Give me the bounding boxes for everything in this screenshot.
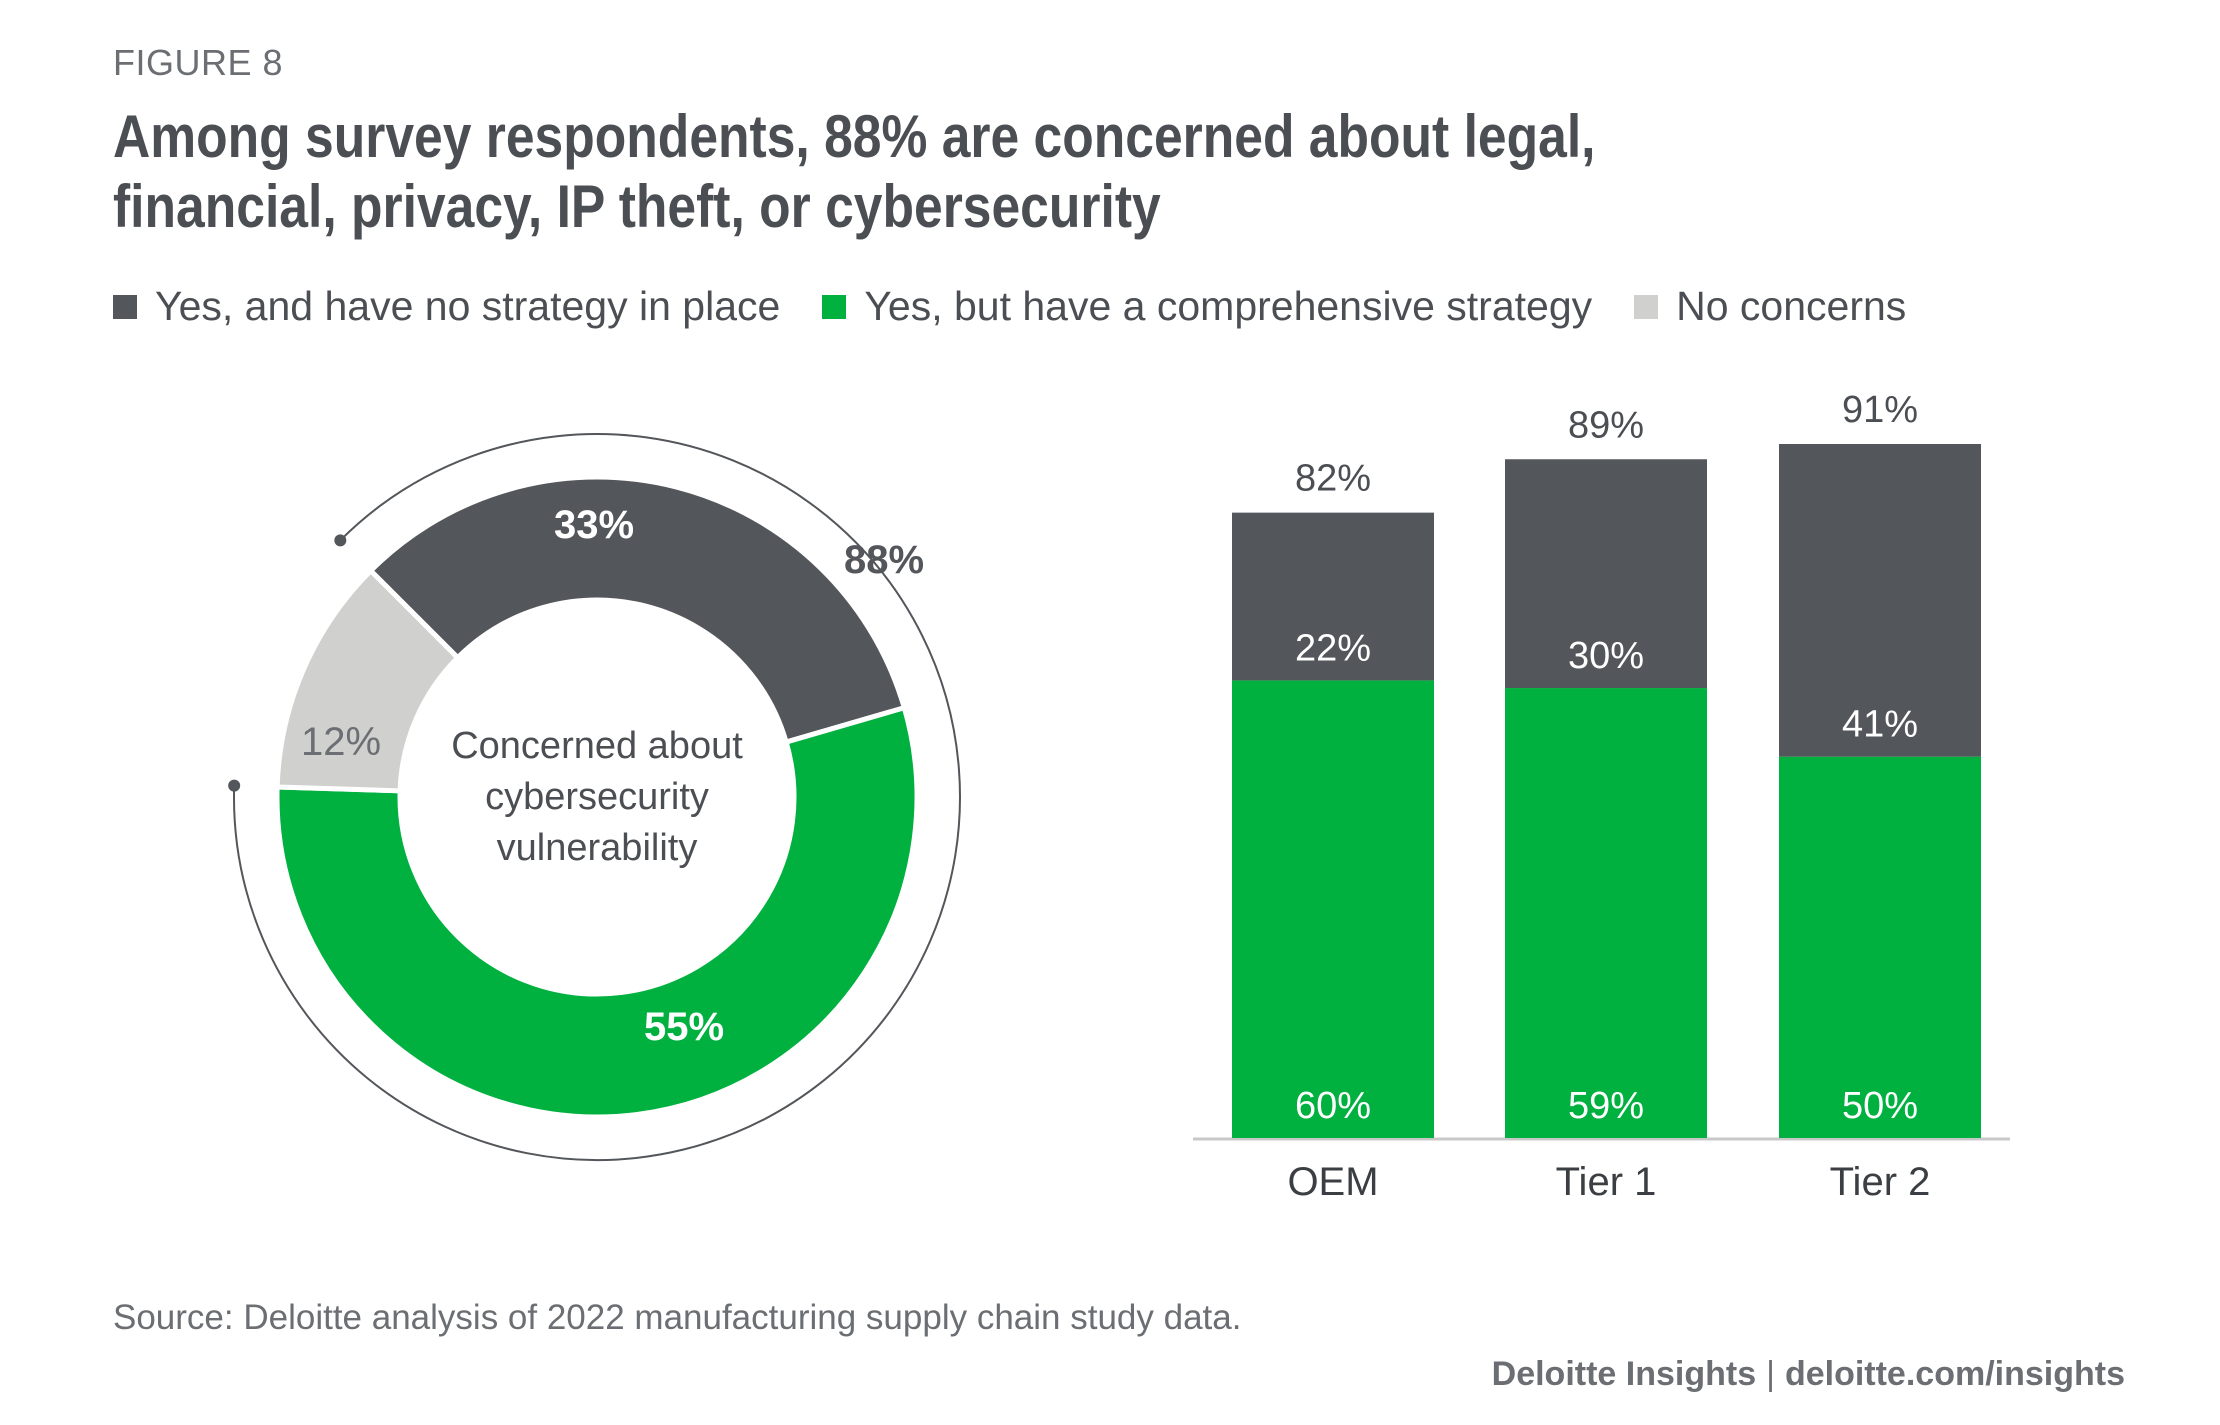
bar-total-label-tier-2: 91% bbox=[1842, 389, 1918, 431]
bar-no-strategy-tier-1 bbox=[1505, 459, 1707, 689]
donut-center-label: Concerned about cybersecurity vulnerabilit… bbox=[451, 725, 743, 869]
bar-total-label-tier-1: 89% bbox=[1568, 404, 1644, 446]
credit: Deloitte Insights | deloitte.com/insights bbox=[1492, 1355, 2125, 1394]
concerned-total-label: 88% bbox=[844, 538, 924, 582]
bar-label-no-strategy-oem: 22% bbox=[1295, 627, 1371, 669]
category-label-tier-2: Tier 2 bbox=[1830, 1160, 1931, 1204]
bar-label-comprehensive-tier-1: 59% bbox=[1568, 1085, 1644, 1127]
donut-slice-label-no-concerns: 12% bbox=[301, 720, 381, 764]
bar-no-strategy-tier-2 bbox=[1779, 444, 1981, 757]
figure-label: FIGURE 8 bbox=[113, 42, 284, 83]
legend-label-comprehensive-strategy: Yes, but have a comprehensive strategy bbox=[864, 283, 1593, 329]
credit-url: deloitte.com/insights bbox=[1784, 1355, 2125, 1393]
category-label-tier-1: Tier 1 bbox=[1556, 1160, 1657, 1204]
bar-label-comprehensive-oem: 60% bbox=[1295, 1085, 1371, 1127]
legend-item-no-strategy: Yes, and have no strategy in place bbox=[113, 283, 780, 330]
bracket-end-dot-start bbox=[334, 534, 347, 547]
bar-label-comprehensive-tier-2: 50% bbox=[1842, 1085, 1918, 1127]
chart-title: Among survey respondents, 88% are concer… bbox=[113, 103, 1596, 240]
legend-item-comprehensive-strategy: Yes, but have a comprehensive strategy bbox=[822, 283, 1592, 330]
legend-swatch-comprehensive-strategy bbox=[822, 294, 847, 319]
credit-brand: Deloitte Insights bbox=[1491, 1355, 1757, 1393]
donut-slice-no-concerns bbox=[274, 567, 462, 794]
bar-label-no-strategy-tier-2: 41% bbox=[1842, 704, 1918, 746]
legend: Yes, and have no strategy in place Yes, … bbox=[113, 283, 1948, 330]
donut-slice-label-comprehensive-strategy: 55% bbox=[644, 1005, 724, 1049]
legend-swatch-no-concerns bbox=[1634, 294, 1659, 319]
donut-chart: 33% 55% 12% 88% Concerned about cybersecurity… bbox=[228, 433, 961, 1161]
credit-separator: | bbox=[1766, 1355, 1775, 1393]
donut-slice-label-no-strategy: 33% bbox=[554, 503, 634, 547]
bar-total-label-oem: 82% bbox=[1295, 458, 1371, 500]
legend-label-no-strategy: Yes, and have no strategy in place bbox=[155, 283, 781, 329]
bar-comprehensive-oem bbox=[1232, 680, 1434, 1138]
legend-item-no-concerns: No concerns bbox=[1634, 283, 1906, 330]
bar-label-no-strategy-tier-1: 30% bbox=[1568, 635, 1644, 677]
stacked-bar-chart: 60% 22% 82% OEM 59% 30% 89% Tier 1 50% 41% 91% Tier… bbox=[1193, 389, 2010, 1204]
legend-swatch-no-strategy bbox=[113, 294, 137, 319]
donut-slice-comprehensive-strategy bbox=[274, 704, 920, 1120]
bar-comprehensive-tier-1 bbox=[1505, 688, 1707, 1138]
concerned-bracket-arc bbox=[233, 433, 961, 1161]
category-label-oem: OEM bbox=[1287, 1160, 1378, 1204]
legend-label-no-concerns: No concerns bbox=[1676, 283, 1907, 329]
bar-comprehensive-tier-2 bbox=[1779, 756, 1981, 1138]
source-note: Source: Deloitte analysis of 2022 manufa… bbox=[113, 1298, 1242, 1337]
bracket-end-dot-end bbox=[228, 779, 241, 792]
bar-no-strategy-oem bbox=[1232, 512, 1434, 681]
donut-slice-no-strategy bbox=[367, 474, 908, 746]
